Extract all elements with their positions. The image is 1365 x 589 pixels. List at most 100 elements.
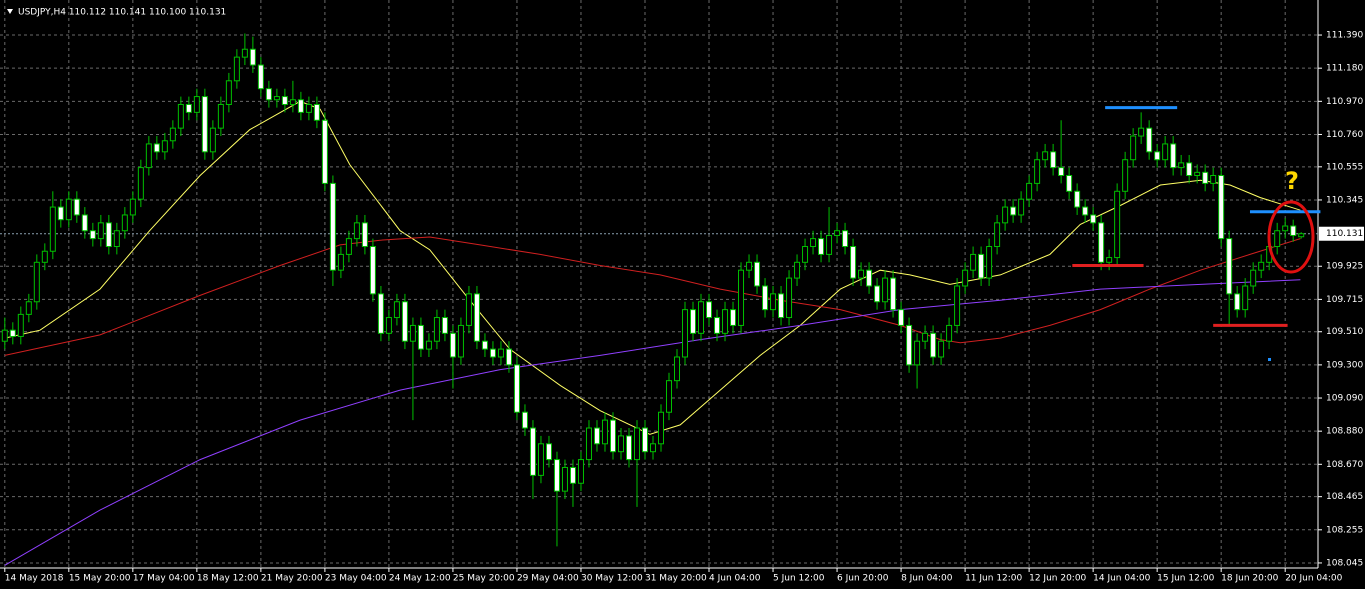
candle-body [1090,214,1097,224]
menu-arrow [7,9,13,14]
candle-body [818,238,825,255]
candle-body [1034,159,1041,184]
x-tick-label: 23 May 04:00 [325,574,387,584]
candle-body [441,317,448,334]
candle-body [674,356,681,382]
candle-body [393,301,400,319]
candle-body [922,332,929,342]
candle-body [826,234,833,255]
candle-body [1210,174,1217,184]
candle-body [1098,222,1105,263]
candle-body [489,348,496,358]
candle-body [1162,143,1169,161]
candle-body [633,427,640,461]
candle-body [185,103,192,113]
candle-body [649,443,656,453]
candle-body [177,103,184,129]
candle-body [25,301,32,315]
candle-body [994,222,1001,248]
candle-body [401,301,408,342]
candle-body [930,332,937,358]
y-tick-label: 110.760 [1326,130,1363,140]
candle-body [1234,293,1241,311]
candle-body [113,230,120,248]
candle-body [1170,143,1177,169]
candle-body [842,230,849,248]
x-tick-label: 25 May 20:00 [453,574,515,584]
candle-body [161,140,168,153]
candle-body [353,222,360,240]
candle-body [850,246,857,279]
candle-body [377,293,384,334]
x-tick-label: 17 May 04:00 [133,574,195,584]
candle-body [329,182,336,271]
candle-body [1050,151,1057,169]
candle-body [986,246,993,279]
candle-body [970,253,977,271]
candle-body [946,324,953,342]
x-tick-label: 15 Jun 12:00 [1157,574,1214,584]
y-tick-label: 109.715 [1326,295,1363,305]
candle-body [1114,190,1121,259]
candle-body [73,198,80,216]
y-tick-label: 111.390 [1326,31,1363,41]
x-tick-label: 18 May 12:00 [197,574,259,584]
candle-body [1282,225,1289,232]
candle-body [289,99,296,105]
candle-body [898,309,905,326]
candle-body [802,246,809,263]
chart-title: USDJPY,H4 110.112 110.141 110.100 110.13… [18,8,226,18]
candle-body [257,64,264,90]
candle-body [249,48,256,66]
candle-body [938,340,945,358]
candle-body [241,48,248,58]
candle-body [105,222,112,248]
moving-average [4,279,1301,566]
y-tick-label: 108.465 [1326,492,1363,502]
candle-body [57,206,64,221]
candle-body [529,427,536,476]
candle-body [706,301,713,319]
x-tick-label: 14 May 2018 [5,574,64,584]
annotation: ? [1285,167,1299,195]
price-label: 110.131 [1326,229,1363,239]
candle-body [345,238,352,255]
candle-body [337,253,344,271]
candle-body [746,261,753,271]
candle-body [585,427,592,461]
candle-body [201,96,208,153]
candle-body [417,324,424,350]
candle-body [906,324,913,366]
candle-body [786,277,793,319]
candle-body [225,80,232,105]
candle-body [1290,225,1297,236]
candle-body [1298,233,1305,238]
price-label-box [1319,226,1364,241]
candle-body [1138,127,1145,137]
candle-body [481,340,488,350]
y-tick-label: 108.880 [1326,427,1363,437]
candle-body [890,277,897,311]
moving-average [4,100,1301,435]
candle-body [1242,285,1249,311]
candle-body [1194,171,1201,176]
x-tick-label: 12 Jun 20:00 [1029,574,1086,584]
candle-body [593,427,600,445]
candle-body [217,103,224,129]
candle-body [233,56,240,82]
y-tick-label: 109.090 [1326,394,1363,404]
candle-body [1,329,8,342]
candle-body [1202,171,1209,184]
y-tick-label: 108.255 [1326,525,1363,535]
x-tick-label: 20 Jun 04:00 [1285,574,1342,584]
candle-body [1042,151,1049,161]
candle-body [569,466,576,484]
candle-body [866,269,873,287]
candle-body [1066,174,1073,192]
candle-body [425,340,432,350]
candle-body [97,222,104,240]
candle-body [153,143,160,153]
candle-body [1154,151,1161,161]
candle-body [1002,206,1009,224]
